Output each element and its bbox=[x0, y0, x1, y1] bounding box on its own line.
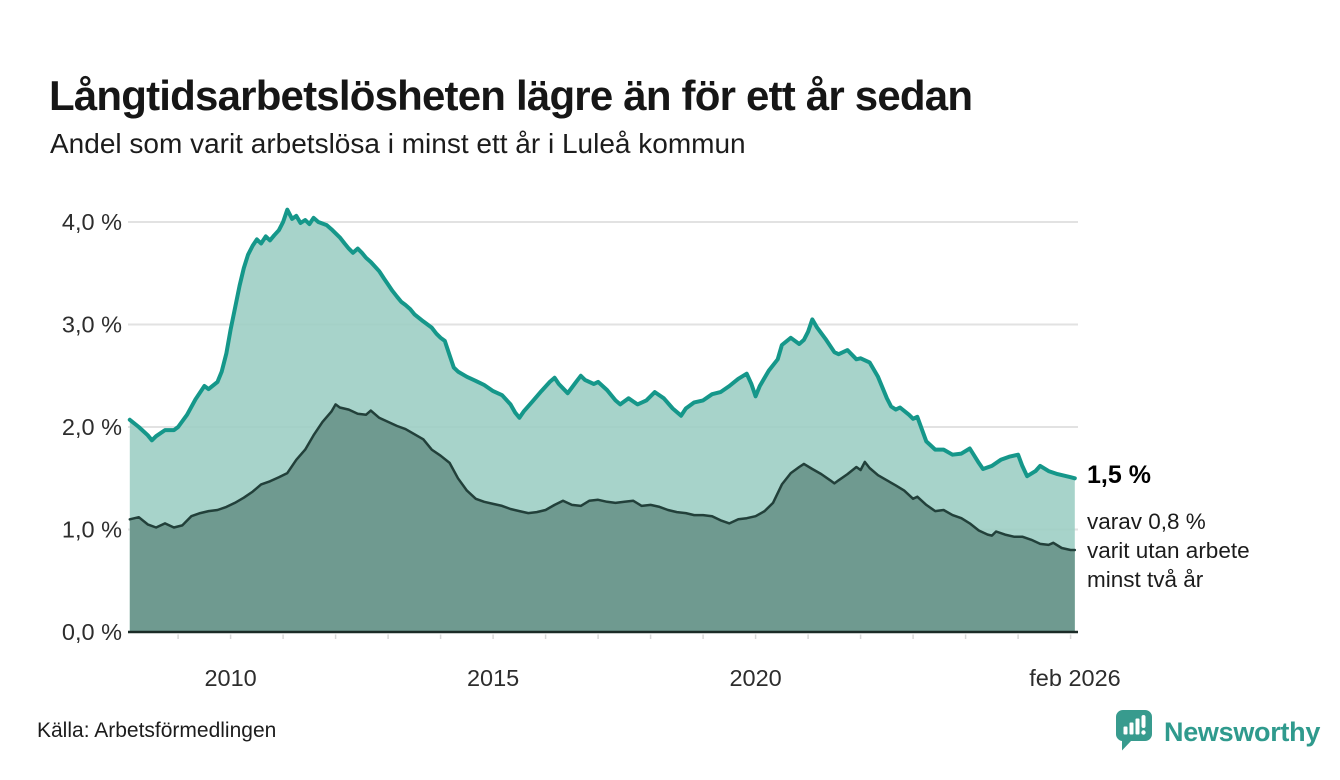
y-axis-labels: 0,0 % 1,0 % 2,0 % 3,0 % 4,0 % bbox=[62, 209, 122, 645]
end-value-detail-line-1: varav 0,8 % bbox=[1087, 509, 1206, 534]
chart-subtitle: Andel som varit arbetslösa i minst ett å… bbox=[50, 128, 746, 159]
end-value-label: 1,5 % bbox=[1087, 461, 1151, 489]
y-tick-label: 1,0 % bbox=[62, 517, 122, 543]
end-value-detail-line-2: varit utan arbete bbox=[1087, 538, 1250, 563]
y-tick-label: 4,0 % bbox=[62, 209, 122, 235]
area-minst-tva-ar bbox=[129, 404, 1075, 632]
line-minst-tva-ar bbox=[128, 403, 1077, 552]
x-tick-label: 2020 bbox=[729, 665, 781, 691]
line-minst-ett-ar bbox=[127, 207, 1077, 481]
newsworthy-wordmark: Newsworthy bbox=[1164, 716, 1321, 747]
x-tick-label: feb 2026 bbox=[1029, 665, 1120, 691]
series-areas bbox=[129, 209, 1075, 632]
x-tick-label: 2015 bbox=[467, 665, 519, 691]
newsworthy-logo: Newsworthy bbox=[1114, 709, 1320, 755]
y-tick-label: 3,0 % bbox=[62, 312, 122, 338]
series-lines bbox=[127, 207, 1077, 552]
y-tick-label: 0,0 % bbox=[62, 619, 122, 645]
newsworthy-logo-icon bbox=[1114, 708, 1154, 757]
end-value-detail-line-3: minst två år bbox=[1087, 567, 1204, 592]
source-note: Källa: Arbetsförmedlingen bbox=[37, 719, 277, 742]
x-axis-labels: 2010 2015 2020 feb 2026 bbox=[204, 665, 1120, 691]
end-value-detail: varav 0,8 % varit utan arbete minst två … bbox=[1087, 507, 1327, 594]
chart-title: Långtidsarbetslösheten lägre än för ett … bbox=[49, 72, 973, 120]
y-tick-label: 2,0 % bbox=[62, 414, 122, 440]
x-axis-minor-ticks bbox=[177, 634, 1072, 639]
x-tick-label: 2010 bbox=[204, 665, 256, 691]
